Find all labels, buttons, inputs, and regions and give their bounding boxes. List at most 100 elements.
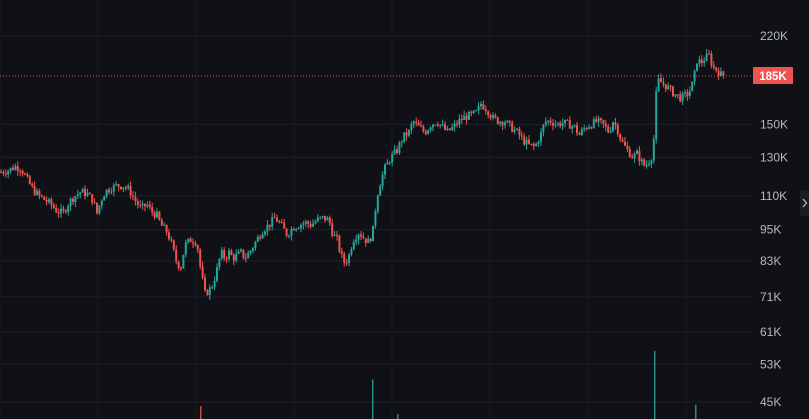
candle-body [691,81,694,92]
candle-body [52,204,55,208]
candle-body [336,234,338,236]
candle-body [376,195,379,212]
candle-body [403,132,406,142]
candle-body [2,172,5,174]
price-axis[interactable]: 220K 150K 130K 110K 95K 83K 71K 61K 53K 45K [760,29,788,409]
candle-body [576,125,578,134]
candle-body [333,234,336,236]
candle-body [26,174,29,177]
candle-body [177,261,180,269]
candle-body [681,93,684,102]
candle-body [199,249,202,267]
current-price-label: 185K [759,71,787,83]
candle-body [556,123,559,125]
candle-body [0,171,2,173]
candle-body [434,124,437,126]
candle-body [148,204,151,208]
candle-body [208,287,211,296]
candle-body [616,124,619,134]
candle-body [386,162,389,165]
candle-body [232,254,235,261]
candle-body [600,118,602,120]
candle-body [271,217,274,227]
candle-body [489,115,492,118]
candle-body [578,133,581,135]
candle-body [667,85,670,90]
candle-body [451,126,454,131]
candle-body [446,128,449,130]
candle-body [693,70,696,82]
candle-body [700,59,703,63]
candle-body [482,103,485,110]
candle-body [19,170,22,172]
candle-body [256,236,259,242]
candle-body [638,150,641,162]
candle-body [516,128,518,130]
candle-body [633,154,636,159]
candle-body [21,171,24,174]
candle-body [122,187,125,189]
candle-body [621,139,624,142]
candle-body [657,78,660,92]
candle-body [499,122,502,124]
candle-body [223,250,226,259]
candle-body [696,63,698,71]
candle-body [554,124,557,126]
candle-body [571,126,574,129]
candle-body [76,194,79,197]
candle-body [511,122,514,132]
candle-body [312,223,314,227]
candle-body [278,221,281,223]
candle-body [268,224,271,227]
candle-body [535,143,538,146]
candle-body [530,143,533,145]
candle-body [304,221,307,224]
candle-body [170,239,173,241]
candle-body [216,266,218,282]
candle-body [415,121,418,123]
candle-body [705,53,708,61]
candle-body [254,241,257,249]
current-price-tag: 185K [753,67,793,84]
candle-body [660,78,662,83]
collapse-axis-button[interactable] [800,190,809,216]
candle-body [247,252,250,259]
volume-bar [200,406,202,419]
candle-body [408,130,410,136]
candle-body [67,206,70,212]
candle-body [717,70,720,76]
candle-body [561,123,564,127]
candle-body [163,225,166,227]
candle-body [379,186,382,196]
candle-body [180,268,182,270]
candle-body [444,124,446,130]
candle-body [645,164,648,166]
candle-body [664,84,667,90]
candle-body [518,128,521,136]
candle-body [472,110,475,113]
candle-body [628,148,631,157]
candle-body [458,118,461,125]
candle-body [396,149,398,153]
chevron-right-icon [802,198,808,208]
candle-body [648,163,650,165]
candle-body [436,124,439,126]
candle-body [28,176,31,184]
candle-body [266,224,269,232]
candle-body [448,128,451,131]
candle-body [196,245,199,250]
candle-body [160,219,163,226]
candle-body [218,258,221,267]
candle-body [640,159,643,162]
candle-body [187,238,190,243]
candle-body [566,119,569,121]
candle-body [360,234,362,237]
candle-body [235,253,238,261]
y-tick-label: 95K [760,223,781,237]
candle-body [117,184,120,187]
candle-body [24,173,26,175]
candle-body [297,228,300,230]
candle-body [676,94,679,96]
candle-body [261,234,264,239]
